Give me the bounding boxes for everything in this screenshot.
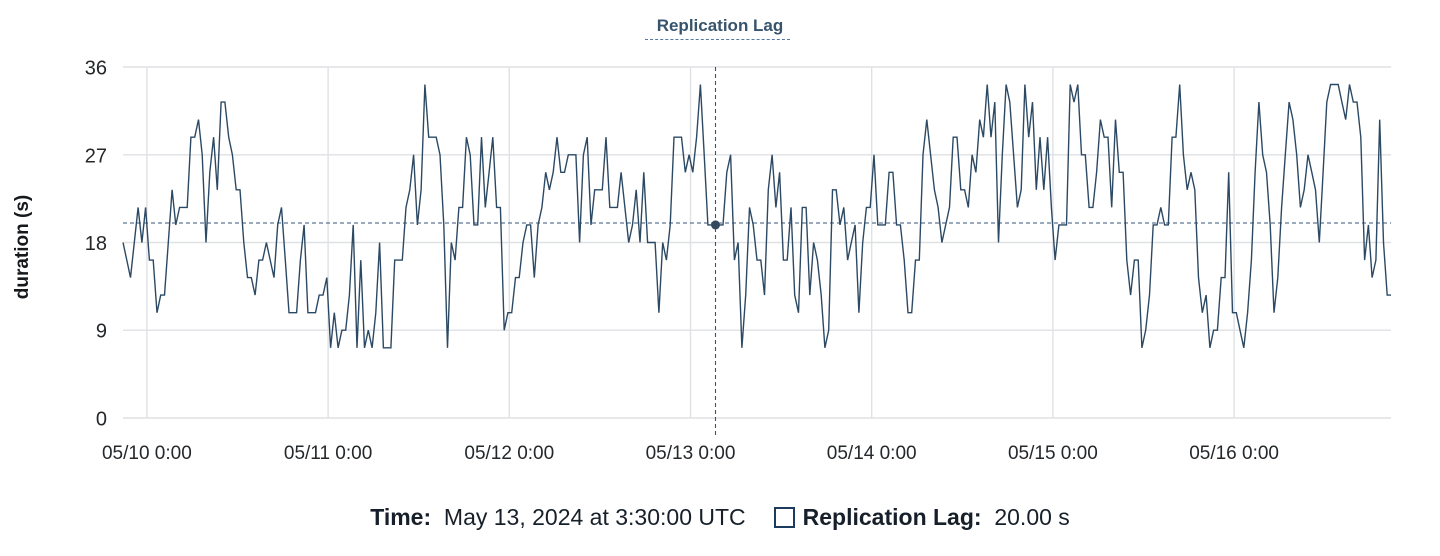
svg-text:05/11 0:00: 05/11 0:00 <box>284 443 372 464</box>
svg-text:18: 18 <box>85 233 107 255</box>
svg-text:05/15 0:00: 05/15 0:00 <box>1008 443 1098 464</box>
svg-text:05/12 0:00: 05/12 0:00 <box>464 443 554 464</box>
svg-text:05/10 0:00: 05/10 0:00 <box>102 443 192 464</box>
svg-text:36: 36 <box>85 58 107 80</box>
svg-text:05/16 0:00: 05/16 0:00 <box>1189 443 1279 464</box>
svg-text:05/13 0:00: 05/13 0:00 <box>646 443 736 464</box>
svg-text:9: 9 <box>96 321 107 343</box>
svg-text:05/14 0:00: 05/14 0:00 <box>827 443 917 464</box>
svg-text:0: 0 <box>96 409 107 431</box>
svg-text:27: 27 <box>85 145 107 167</box>
